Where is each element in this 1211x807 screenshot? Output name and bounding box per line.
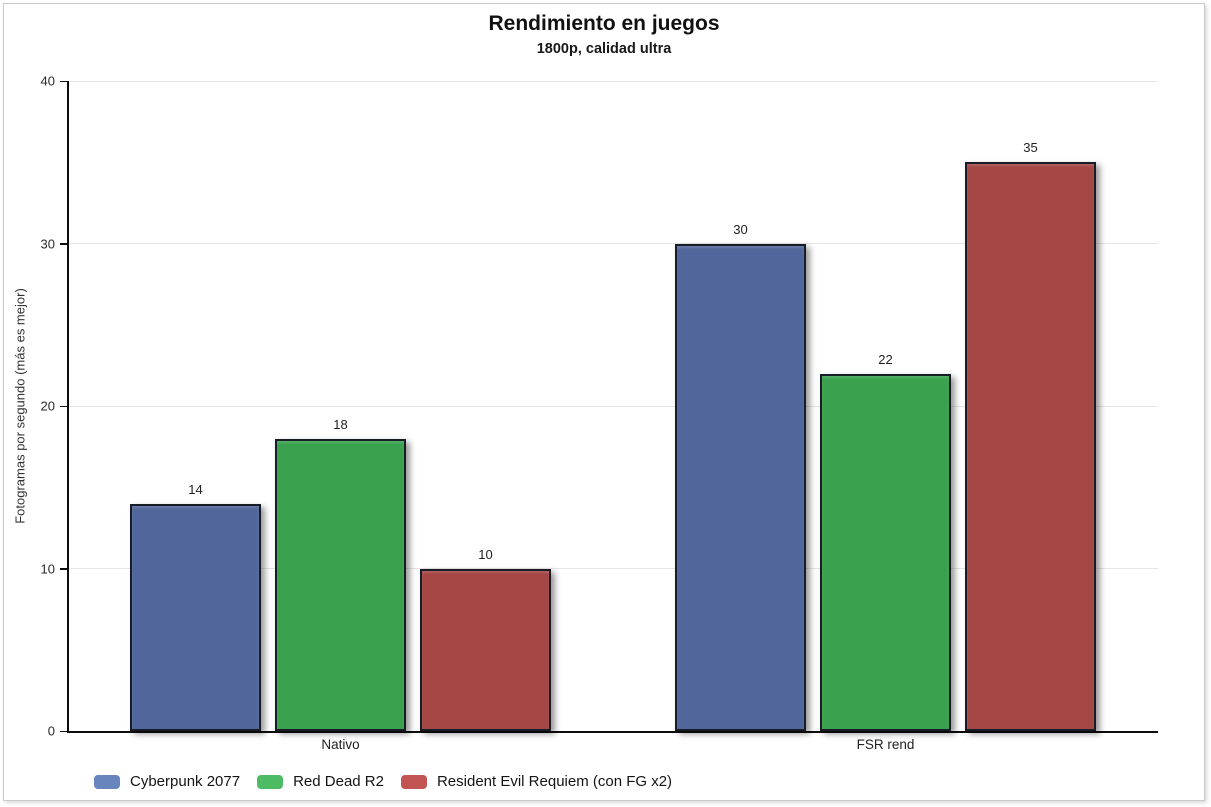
gridline xyxy=(69,568,1158,569)
legend: Cyberpunk 2077 Red Dead R2 Resident Evil R… xyxy=(94,773,672,790)
x-category-label-fsr-rend: FSR rend xyxy=(856,737,915,752)
y-tick-label: 20 xyxy=(40,398,55,414)
bar-nativo-series-1 xyxy=(275,438,406,731)
gridline xyxy=(69,80,1158,82)
chart-title: Rendimiento en juegos xyxy=(488,12,720,35)
y-axis-tick xyxy=(60,243,67,245)
chart-canvas: Rendimiento en juegos 1800p, calidad ult… xyxy=(3,3,1205,801)
legend-item: Red Dead R2 xyxy=(257,773,384,790)
gridline xyxy=(69,243,1158,244)
bar-value-label: 35 xyxy=(1023,140,1038,156)
plot-area: 0 10 20 30 40 14 18 10 Nativo 30 22 35 FSR rend xyxy=(41,74,1158,752)
y-tick-label: 40 xyxy=(40,73,55,89)
legend-swatch-icon xyxy=(94,774,120,789)
legend-label: Red Dead R2 xyxy=(293,773,384,790)
y-axis-tick xyxy=(60,80,67,82)
bar-value-label: 22 xyxy=(878,351,893,367)
legend-item: Resident Evil Requiem (con FG x2) xyxy=(400,773,673,790)
y-axis-tick xyxy=(60,730,67,732)
legend-label: Cyberpunk 2077 xyxy=(130,773,241,790)
bar-value-label: 30 xyxy=(733,221,748,237)
bar-fsr-rend-series-1 xyxy=(820,373,951,731)
legend-item: Cyberpunk 2077 xyxy=(94,773,240,790)
bar-nativo-series-0 xyxy=(130,503,261,731)
gridline xyxy=(69,405,1158,407)
bar-fsr-rend-series-2 xyxy=(965,162,1096,731)
bar-nativo-series-2 xyxy=(420,568,551,731)
y-tick-label: 30 xyxy=(40,236,55,251)
y-axis-tick xyxy=(60,568,67,570)
y-axis-tick xyxy=(60,405,67,407)
y-tick-label: 10 xyxy=(40,561,55,576)
y-tick-label: 0 xyxy=(47,723,55,739)
legend-label: Resident Evil Requiem (con FG x2) xyxy=(436,773,673,790)
bar-value-label: 14 xyxy=(188,481,203,497)
chart-subtitle: 1800p, calidad ultra xyxy=(536,41,672,57)
legend-swatch-icon xyxy=(257,774,284,789)
bar-value-label: 10 xyxy=(478,546,493,562)
legend-swatch-icon xyxy=(400,774,427,789)
x-category-label-nativo: Nativo xyxy=(321,737,360,752)
bar-value-label: 18 xyxy=(333,416,348,432)
bar-fsr-rend-series-0 xyxy=(675,243,806,731)
